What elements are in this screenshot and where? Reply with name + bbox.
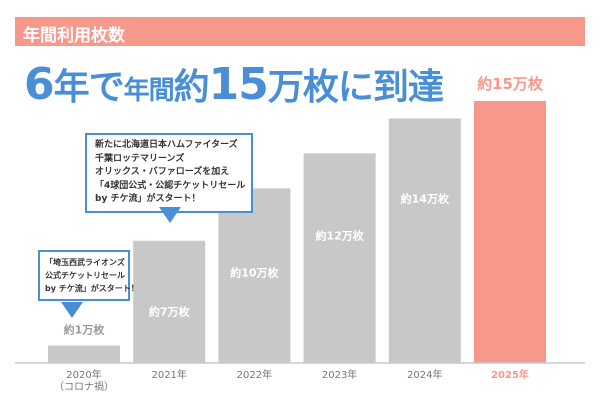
headline-text: 万枚 (267, 67, 339, 108)
x-tick-label: （コロナ禍） (54, 380, 114, 393)
bar-5 (474, 101, 546, 363)
x-tick-label: 2020年 (66, 368, 101, 381)
section-header: 年間利用枚数 (15, 17, 585, 46)
headline: 6年で年間約15万枚に到達 (24, 58, 444, 110)
data-label-4: 約14万枚 (401, 191, 450, 205)
headline-text: 年で (53, 67, 125, 108)
x-tick-label: 2024年 (407, 368, 442, 381)
callout-2021: 新たに北海道日本ハムファイターズ 千葉ロッテマリーンズ オリックス・バファローズ… (85, 133, 253, 213)
x-tick-label: 2022年 (237, 368, 272, 381)
bar-1 (133, 240, 206, 363)
x-tick-label: 2023年 (322, 368, 357, 381)
bar-4 (388, 118, 461, 363)
bar-2 (218, 188, 291, 363)
headline-number: 15 (208, 59, 269, 110)
headline-text: に到達 (337, 67, 444, 108)
headline-years: 6 (24, 59, 55, 110)
callout-pointer (61, 302, 83, 318)
callout-2020: 「埼玉西武ライオンズ 公式チケットリセール by チケ流」がスタート！ (38, 250, 139, 301)
bar-0 (48, 345, 120, 363)
data-label-2: 約10万枚 (230, 265, 279, 279)
headline-text: 約 (173, 67, 210, 108)
data-label-5: 約15万枚 (477, 75, 544, 93)
data-label-0: 約1万枚 (64, 323, 106, 337)
bar-3 (303, 153, 376, 363)
headline-text: 年間 (123, 76, 175, 106)
x-tick-label: 2025年 (491, 368, 529, 381)
x-tick-label: 2021年 (151, 368, 186, 381)
data-label-1: 約7万枚 (149, 305, 191, 319)
callout-pointer (159, 207, 181, 223)
data-label-3: 約12万枚 (315, 228, 364, 242)
section-title: 年間利用枚数 (23, 26, 125, 46)
